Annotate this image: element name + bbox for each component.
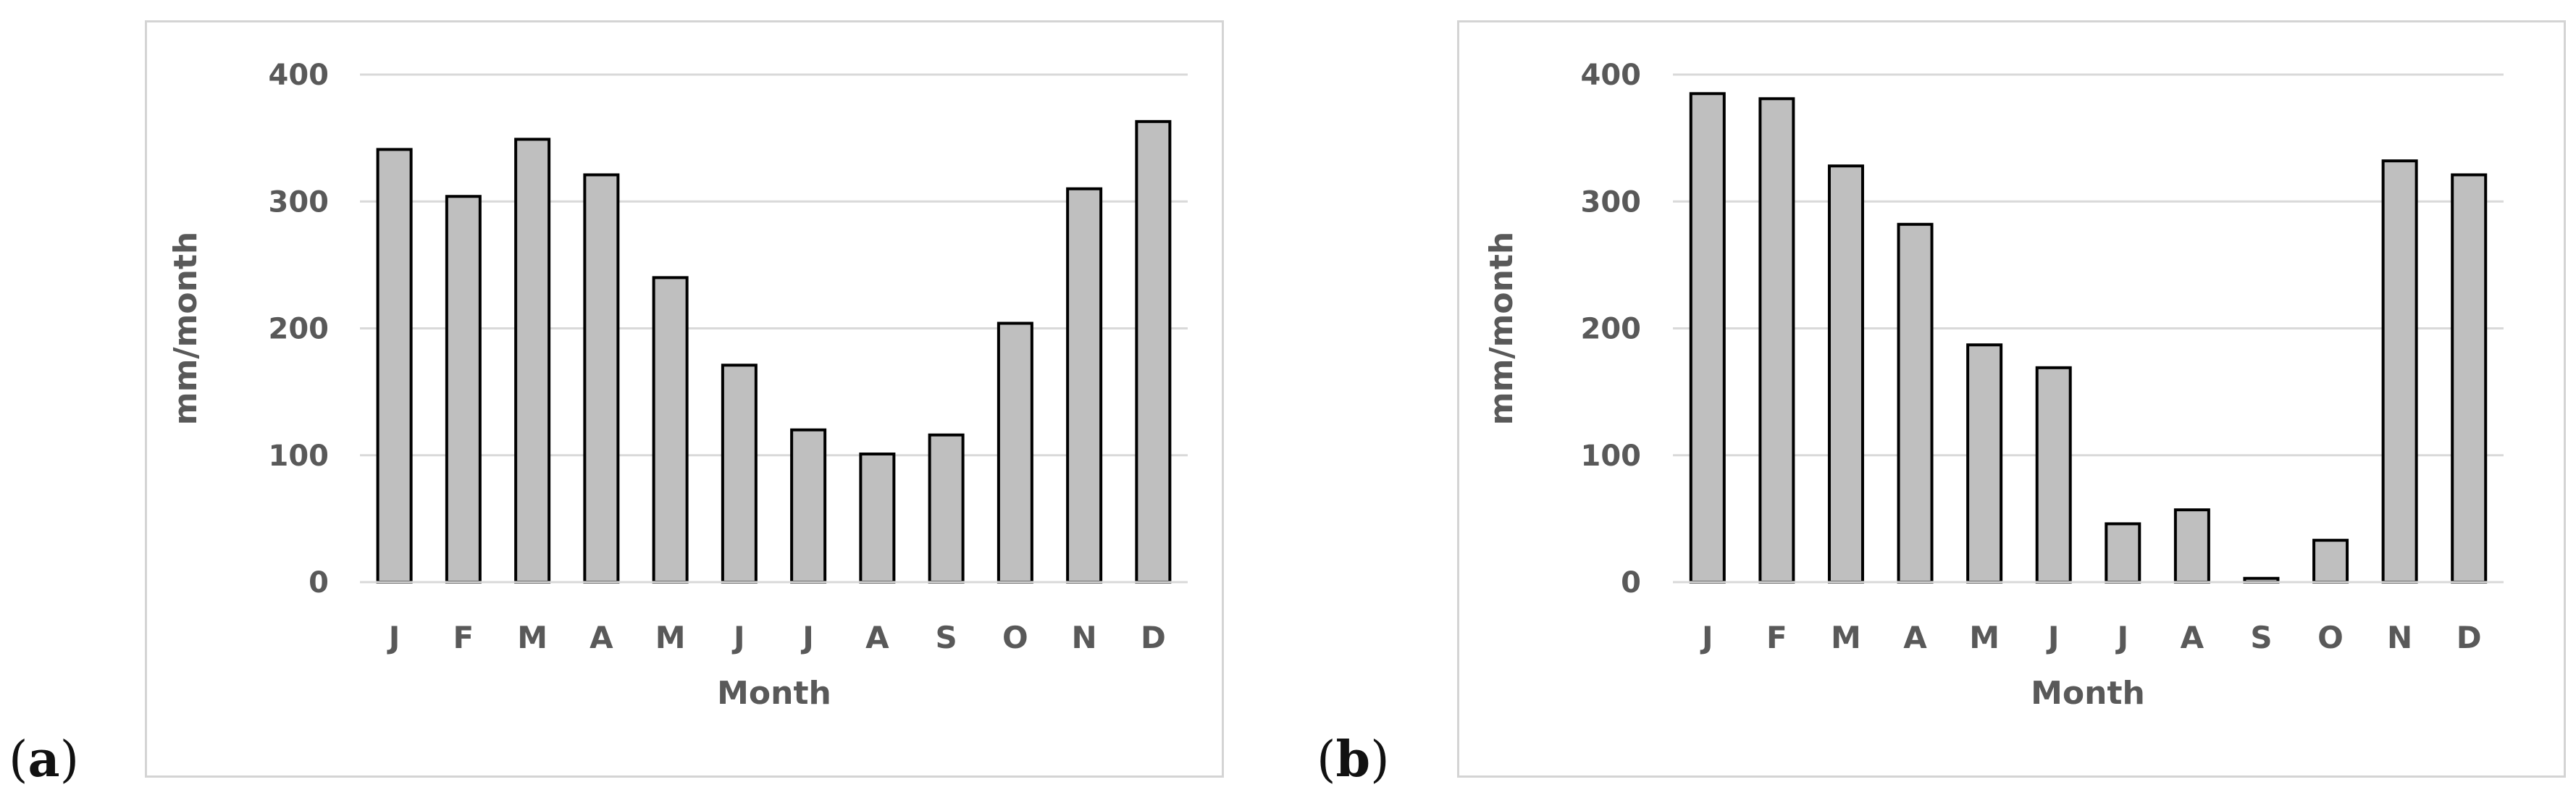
bar: [652, 276, 689, 584]
x-axis-title: Month: [2031, 675, 2145, 712]
x-tick-label: J: [2046, 620, 2060, 655]
x-tick-label: F: [1766, 620, 1787, 655]
x-tick-label: N: [1072, 620, 1097, 655]
bar: [1689, 92, 1726, 584]
bar: [1966, 343, 2003, 584]
bar: [376, 148, 413, 584]
x-tick-label: J: [387, 620, 400, 655]
x-tick-label: M: [655, 620, 686, 655]
x-tick-label: A: [865, 620, 889, 655]
x-tick-label: J: [1700, 620, 1713, 655]
y-tick-label: 100: [1581, 440, 1642, 473]
x-tick-label: A: [590, 620, 613, 655]
x-tick-label: M: [1969, 620, 2000, 655]
y-tick-label: 300: [269, 185, 330, 219]
bar: [583, 173, 620, 584]
x-axis-title: Month: [717, 675, 831, 712]
y-tick-label: 300: [1581, 185, 1642, 219]
x-tick-label: J: [800, 620, 814, 655]
x-tick-label: N: [2387, 620, 2412, 655]
bar: [1066, 187, 1103, 584]
bar: [2105, 522, 2141, 584]
x-tick-label: O: [2317, 620, 2344, 655]
y-tick-label: 100: [269, 440, 330, 473]
y-tick-label: 200: [269, 313, 330, 346]
x-tick-label: F: [453, 620, 474, 655]
x-tick-label: M: [1831, 620, 1861, 655]
bar: [2381, 159, 2418, 584]
bar: [928, 433, 965, 584]
x-tick-label: S: [2250, 620, 2272, 655]
bar: [2173, 508, 2210, 584]
bar: [2312, 539, 2349, 584]
bar: [997, 321, 1033, 584]
y-tick-label: 400: [1581, 59, 1642, 92]
y-tick-label: 400: [269, 59, 330, 92]
bar: [2451, 173, 2488, 584]
bar: [2035, 366, 2072, 584]
bar: [1135, 119, 1172, 584]
y-axis-title: mm/month: [167, 232, 204, 426]
x-tick-label: J: [2115, 620, 2128, 655]
x-tick-label: A: [2181, 620, 2204, 655]
bar: [1758, 97, 1795, 584]
y-axis-title: mm/month: [1483, 232, 1520, 426]
bar: [721, 363, 758, 584]
x-tick-label: J: [731, 620, 745, 655]
x-tick-label: O: [1002, 620, 1028, 655]
bar: [1827, 164, 1864, 584]
y-tick-label: 200: [1581, 313, 1642, 346]
y-tick-label: 0: [309, 566, 329, 600]
x-tick-label: A: [1903, 620, 1927, 655]
chart-panel-b: [1457, 20, 2566, 778]
bar: [445, 195, 482, 584]
x-tick-label: M: [517, 620, 547, 655]
y-tick-label: 0: [1621, 566, 1641, 600]
x-tick-label: S: [936, 620, 957, 655]
x-tick-label: D: [2457, 620, 2482, 655]
panel-label-b: (b): [1317, 731, 1390, 789]
panel-label-a: (a): [9, 731, 80, 789]
x-tick-label: D: [1141, 620, 1166, 655]
bar: [1897, 222, 1934, 584]
